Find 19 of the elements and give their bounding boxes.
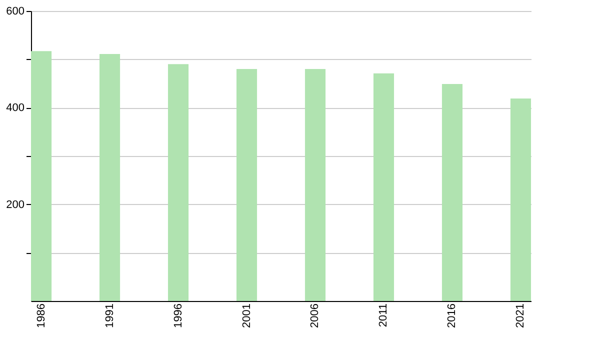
bar xyxy=(373,73,394,301)
x-tick-label: 2011 xyxy=(378,304,390,328)
x-tick-label: 1996 xyxy=(172,304,184,328)
bar xyxy=(99,54,120,301)
x-tick-label: 2006 xyxy=(309,304,322,328)
x-tick-label: 2021 xyxy=(514,304,527,328)
y-tick-label: 400 xyxy=(6,102,24,114)
x-tick-label: 1986 xyxy=(35,304,48,328)
bar xyxy=(442,84,463,301)
bar xyxy=(168,64,189,301)
bar xyxy=(31,51,52,301)
bar xyxy=(510,98,531,301)
y-tick-label: 600 xyxy=(6,6,24,18)
x-tick-label: 2016 xyxy=(446,304,458,328)
x-tick-label: 2001 xyxy=(240,304,253,328)
y-tick-label: 200 xyxy=(6,198,24,211)
x-tick-label: 1991 xyxy=(104,304,116,328)
bar xyxy=(304,69,326,301)
bar xyxy=(236,69,258,301)
